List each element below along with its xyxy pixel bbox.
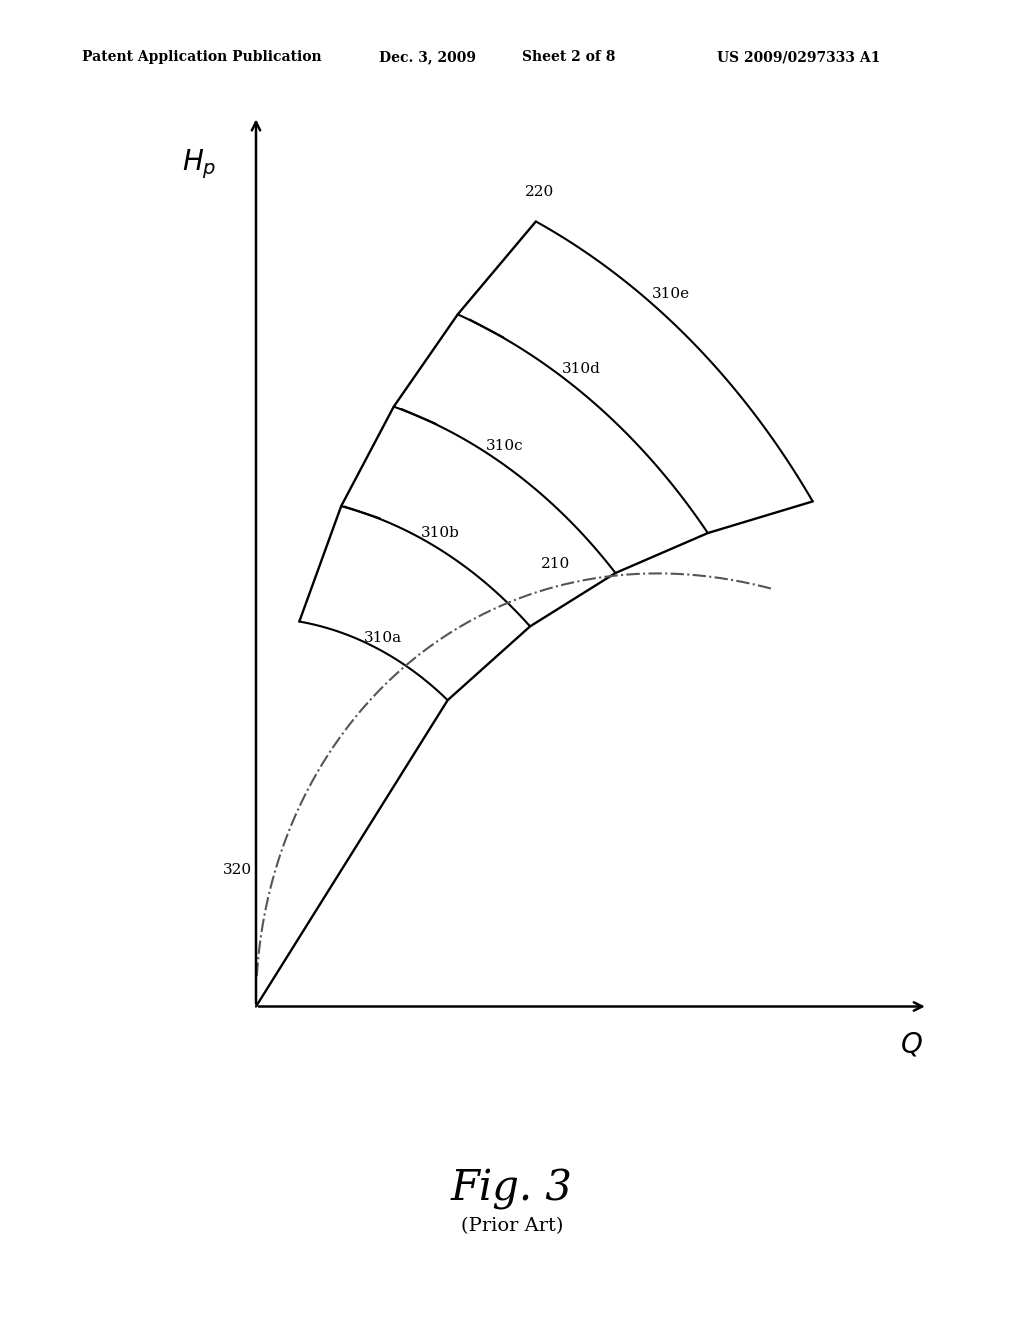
Text: 310a: 310a (364, 631, 401, 644)
Text: 310d: 310d (562, 362, 600, 376)
Text: 320: 320 (222, 862, 252, 876)
Text: 310b: 310b (421, 525, 460, 540)
Text: US 2009/0297333 A1: US 2009/0297333 A1 (717, 50, 881, 65)
Text: Patent Application Publication: Patent Application Publication (82, 50, 322, 65)
Text: $H_p$: $H_p$ (182, 147, 217, 181)
Text: (Prior Art): (Prior Art) (461, 1217, 563, 1236)
Text: Sheet 2 of 8: Sheet 2 of 8 (522, 50, 615, 65)
Text: 310e: 310e (651, 286, 689, 301)
Text: Fig. 3: Fig. 3 (451, 1168, 573, 1210)
Text: $Q$: $Q$ (900, 1031, 923, 1059)
Text: 210: 210 (541, 557, 570, 570)
Text: Dec. 3, 2009: Dec. 3, 2009 (379, 50, 476, 65)
Text: 220: 220 (525, 185, 555, 199)
Text: 310c: 310c (486, 440, 523, 453)
